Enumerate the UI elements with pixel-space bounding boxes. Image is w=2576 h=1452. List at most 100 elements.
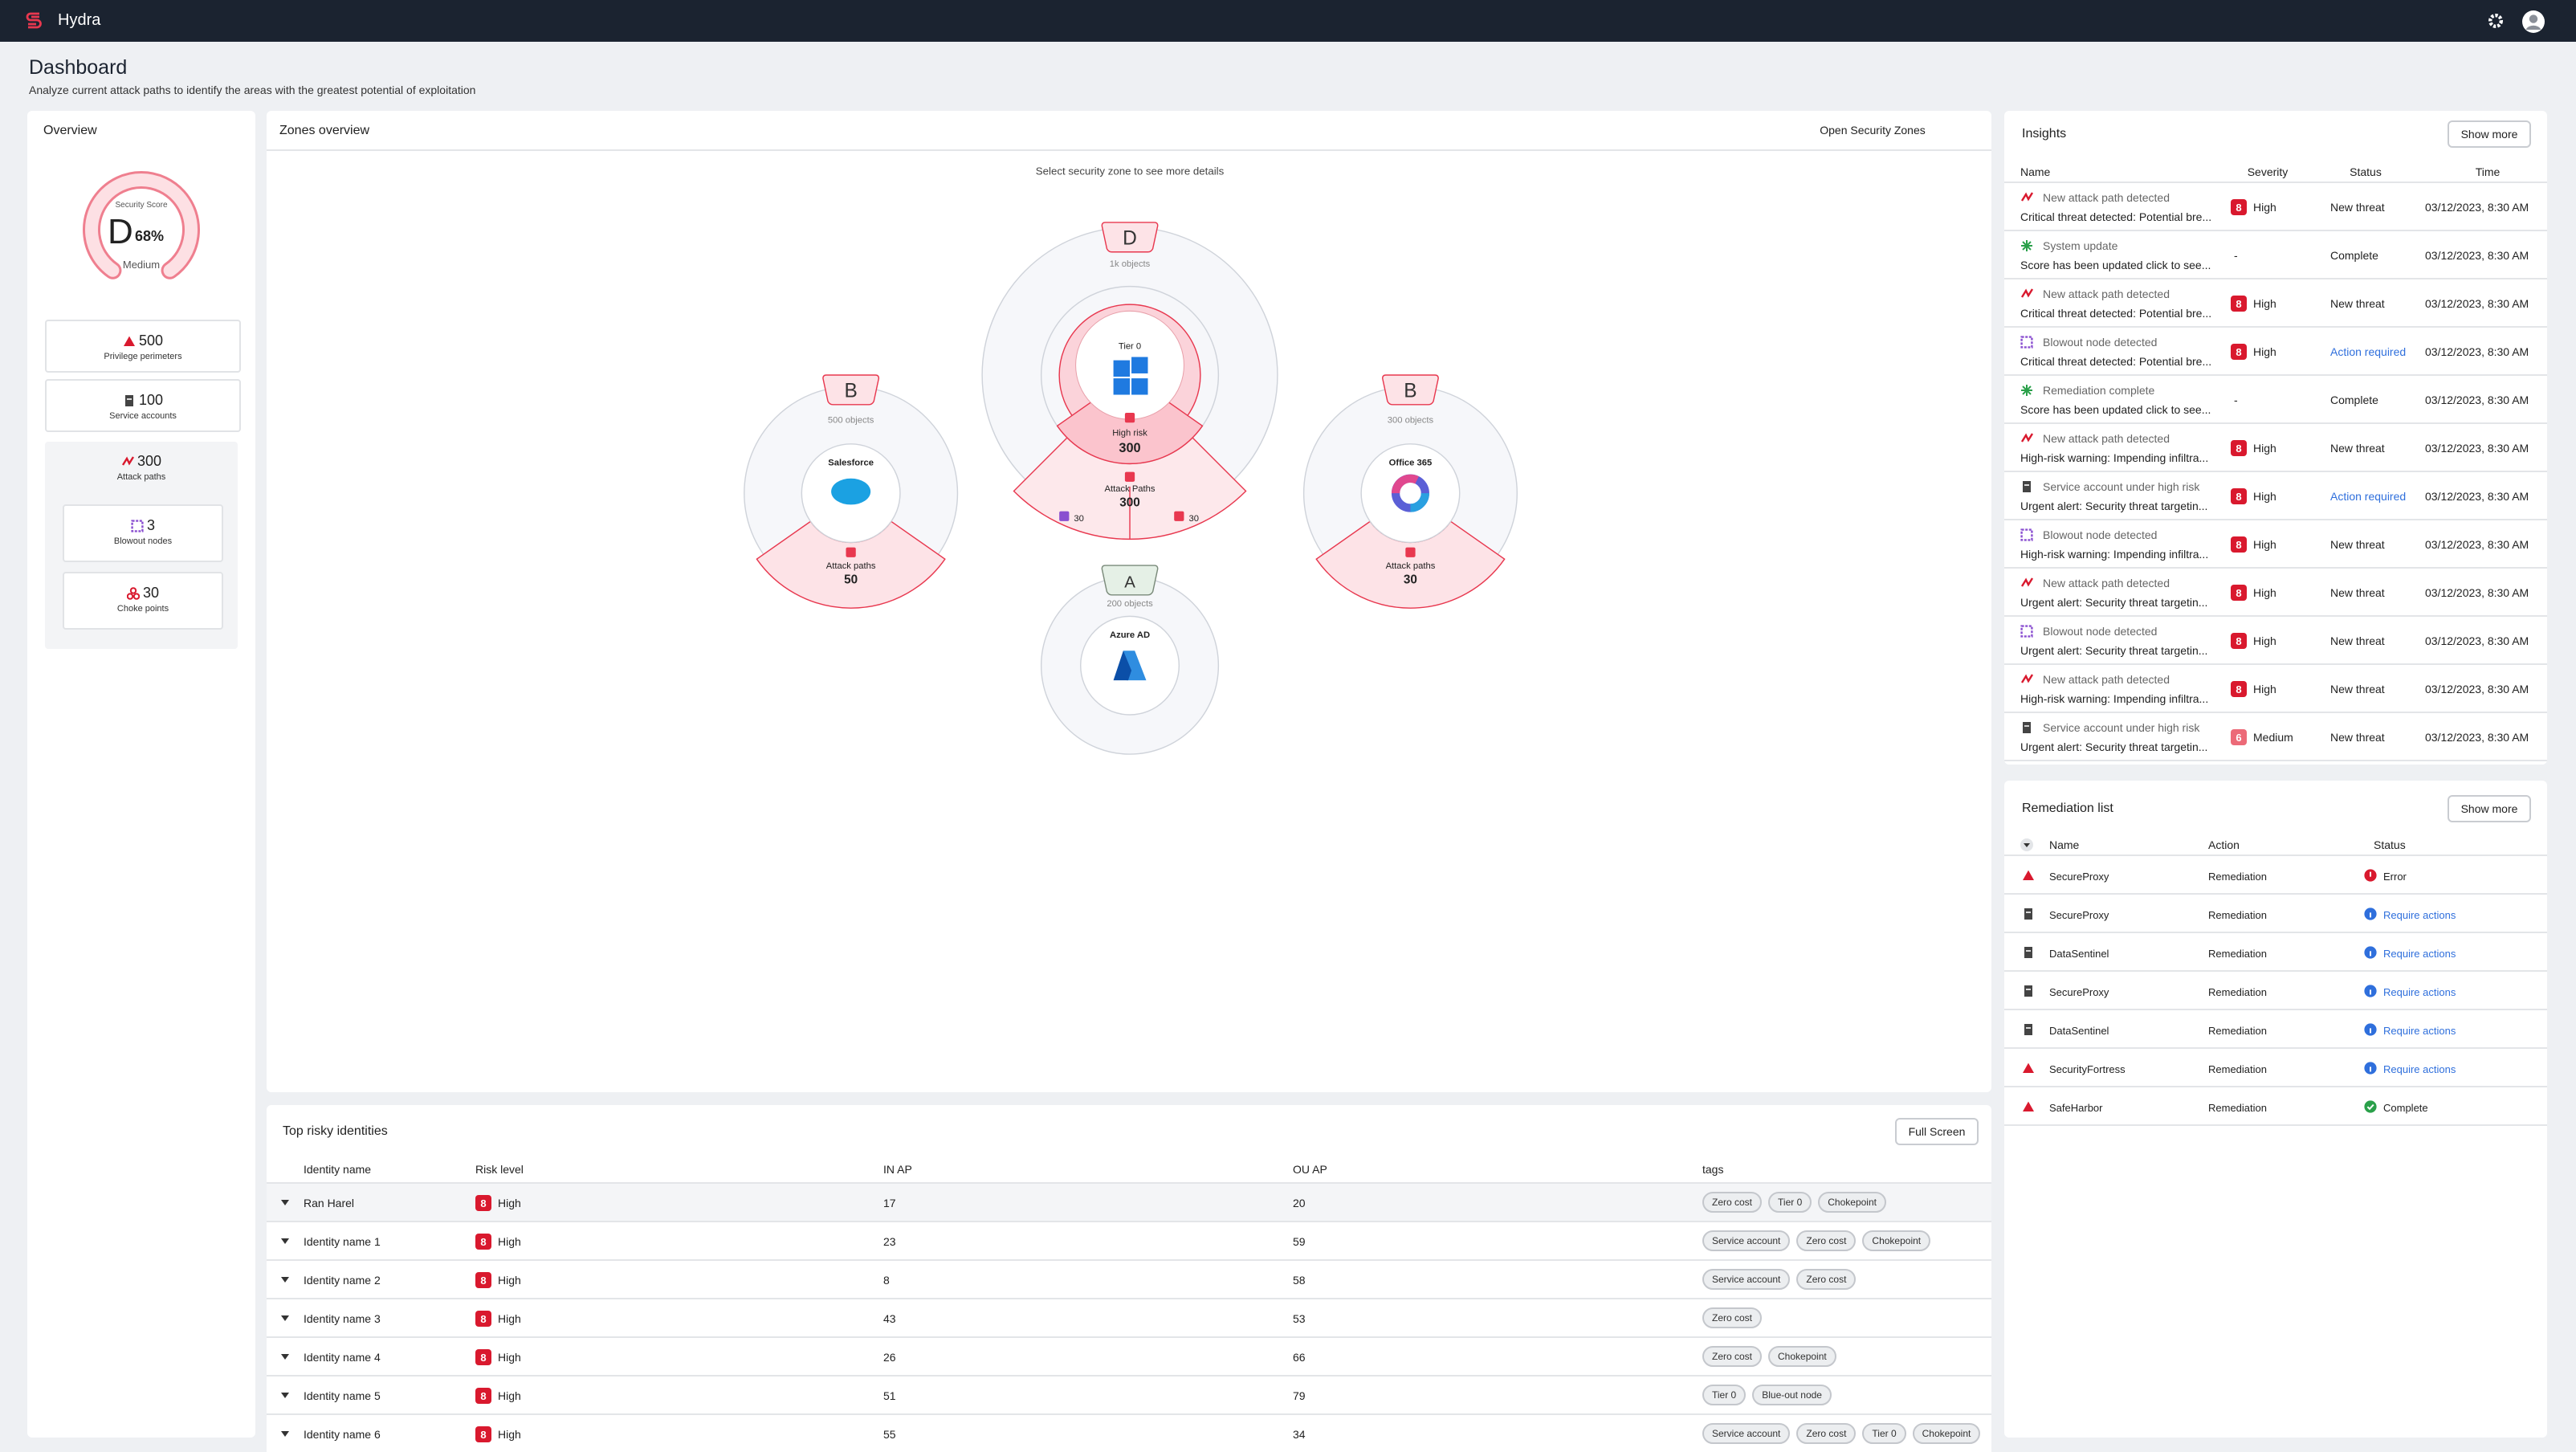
- row-divider: [2004, 1086, 2547, 1087]
- stat-box: 30 Choke points: [63, 572, 223, 630]
- insight-description: High-risk warning: Impending infiltra...: [2020, 451, 2209, 464]
- identity-name: Identity name 4: [304, 1351, 381, 1364]
- remediation-status: Error: [2383, 871, 2407, 883]
- windows-logo: [1131, 378, 1148, 395]
- insight-description: Urgent alert: Security threat targetin..…: [2020, 500, 2208, 512]
- risk-level: High: [498, 1235, 521, 1248]
- top-bar: [0, 0, 2576, 42]
- stat-value-line: 30: [64, 585, 222, 602]
- severity: High: [2253, 297, 2276, 310]
- windows-logo: [1113, 360, 1131, 377]
- severity-badge: 8: [2231, 344, 2247, 360]
- insight-title: Service account under high risk: [2043, 480, 2200, 493]
- tag: Zero cost: [1796, 1269, 1857, 1290]
- icon-shape: [2023, 722, 2031, 733]
- app-name: Hydra: [58, 11, 101, 29]
- insight-description: Critical threat detected: Potential bre.…: [2020, 307, 2212, 320]
- risk-level: High: [498, 1351, 521, 1364]
- remediation-status: Require actions: [2383, 948, 2456, 960]
- split-value: 30: [1188, 514, 1198, 524]
- row-divider: [267, 1221, 1991, 1222]
- ou-ap: 34: [1293, 1428, 1306, 1441]
- zone-name: Tier 0: [1119, 341, 1141, 351]
- remediation-status: Complete: [2383, 1102, 2428, 1114]
- tag: Service account: [1702, 1269, 1791, 1290]
- divider: [267, 149, 1991, 151]
- insight-description: High-risk warning: Impending infiltra...: [2020, 692, 2209, 705]
- in-ap: 26: [883, 1351, 896, 1364]
- tag: Service account: [1702, 1230, 1791, 1251]
- stat-box: 3 Blowout nodes: [63, 504, 223, 562]
- severity-badge: 8: [2231, 440, 2247, 456]
- status: New threat: [2330, 538, 2385, 551]
- tag: Service account: [1702, 1423, 1791, 1444]
- severity: High: [2253, 538, 2276, 551]
- tag: Tier 0: [1702, 1385, 1747, 1405]
- stat-value: 500: [138, 332, 164, 349]
- icon-shape: [2020, 336, 2033, 349]
- page-title: Dashboard: [29, 56, 128, 79]
- paths-value: 30: [1404, 573, 1417, 587]
- zone-grade: B: [1404, 381, 1416, 402]
- tag: Zero cost: [1702, 1192, 1763, 1213]
- settings-icon[interactable]: [2488, 13, 2504, 29]
- status: Action required: [2330, 345, 2407, 358]
- column-header: Action: [2208, 838, 2240, 851]
- insight-title: Service account under high risk: [2043, 721, 2200, 734]
- risk-badge: 8: [475, 1349, 491, 1365]
- icon-shape: [2370, 912, 2371, 918]
- column-header: Severity: [2247, 165, 2289, 178]
- show-more-button[interactable]: Show more: [2448, 120, 2531, 148]
- icon-shape: [2020, 192, 2034, 202]
- full-screen-button[interactable]: Full Screen: [1895, 1118, 1979, 1145]
- card-title: Zones overview: [279, 124, 370, 137]
- icon: [2020, 577, 2034, 587]
- risk-badge: 8: [475, 1388, 491, 1404]
- icon: [2020, 625, 2033, 638]
- icon-shape: [2370, 1028, 2371, 1034]
- path-icon: [1405, 547, 1416, 557]
- icon-shape: [2024, 908, 2032, 920]
- remediation-name: SecureProxy: [2049, 909, 2109, 921]
- row-divider: [2004, 932, 2547, 933]
- column-header: Status: [2374, 838, 2406, 851]
- column-header: OU AP: [1293, 1163, 1327, 1176]
- row-divider: [2004, 970, 2547, 972]
- severity: High: [2253, 345, 2276, 358]
- risk-badge: 8: [475, 1311, 491, 1327]
- paths-label: Attack paths: [826, 561, 876, 571]
- caret: [281, 1277, 289, 1283]
- card-title: Top risky identities: [283, 1124, 388, 1138]
- insight-description: Urgent alert: Security threat targetin..…: [2020, 740, 2208, 753]
- icon: [2023, 722, 2031, 733]
- icon-shape: [132, 592, 140, 600]
- zones-diagram: Select security zone to see more details…: [744, 165, 1518, 755]
- ou-ap: 59: [1293, 1235, 1306, 1248]
- icon-shape: [2023, 1062, 2034, 1073]
- open-zones-link[interactable]: Open Security Zones: [1820, 124, 1926, 137]
- score-level: Medium: [122, 259, 161, 271]
- show-more-button[interactable]: Show more: [2448, 795, 2531, 822]
- stat-value: 30: [142, 585, 160, 601]
- stat-label: Choke points: [116, 604, 169, 614]
- stat-value-line: 100: [47, 392, 239, 409]
- overview-card: Overview Security Score D 68% Medium 500 Privi…: [27, 111, 255, 1438]
- icon: [2020, 192, 2034, 202]
- time: 03/12/2023, 8:30 AM: [2425, 490, 2529, 503]
- severity: -: [2234, 394, 2238, 406]
- zone-objects: 300 objects: [1388, 415, 1434, 425]
- icon: [2364, 869, 2377, 882]
- insight-description: Critical threat detected: Potential bre.…: [2020, 210, 2212, 223]
- stat-value-line: 500: [47, 332, 239, 349]
- tag: Chokepoint: [1768, 1346, 1836, 1367]
- tags: Tier 0 Blue-out node: [1702, 1385, 1838, 1405]
- avatar[interactable]: [2521, 10, 2545, 34]
- severity: High: [2253, 683, 2276, 695]
- row-divider: [2004, 326, 2547, 328]
- stat-icon: [123, 336, 135, 346]
- identity-name: Identity name 5: [304, 1389, 381, 1402]
- icon: [2021, 240, 2032, 251]
- in-ap: 43: [883, 1312, 896, 1325]
- insight-title: Remediation complete: [2043, 384, 2155, 397]
- icon: [2023, 1101, 2034, 1111]
